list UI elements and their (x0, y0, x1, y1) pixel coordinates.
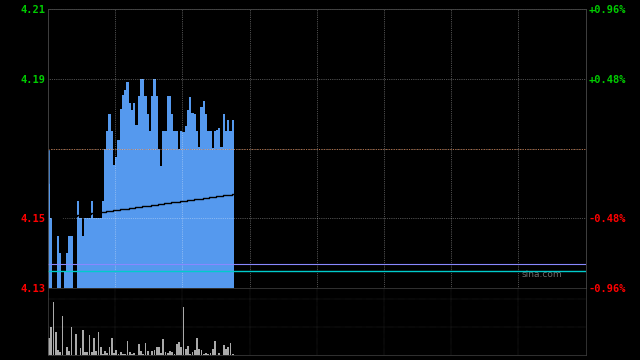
Bar (173, 354, 175, 355)
Bar (91, 352, 93, 355)
Bar (97, 332, 99, 355)
Bar (102, 354, 104, 355)
Bar (95, 351, 97, 355)
Bar (68, 351, 70, 355)
Bar (209, 353, 211, 355)
Bar (93, 338, 95, 355)
Bar (156, 347, 157, 355)
Bar (198, 349, 200, 355)
Bar (189, 354, 191, 355)
Bar (111, 338, 113, 355)
Bar (176, 344, 178, 355)
Bar (200, 350, 202, 355)
Bar (182, 307, 184, 355)
Bar (86, 352, 88, 355)
Bar (203, 354, 205, 355)
Bar (82, 330, 84, 355)
Bar (133, 354, 135, 355)
Bar (207, 354, 209, 355)
Bar (185, 349, 187, 355)
Bar (142, 354, 144, 355)
Bar (106, 353, 108, 355)
Bar (113, 354, 115, 355)
Bar (52, 302, 54, 355)
Bar (158, 347, 160, 355)
Bar (55, 332, 57, 355)
Bar (104, 351, 106, 355)
Bar (169, 351, 171, 355)
Bar (138, 345, 140, 355)
Bar (118, 354, 120, 355)
Bar (167, 353, 169, 355)
Bar (151, 351, 153, 355)
Bar (227, 347, 229, 355)
Bar (120, 352, 122, 355)
Bar (66, 347, 68, 355)
Bar (205, 353, 207, 355)
Bar (214, 341, 216, 355)
Bar (129, 352, 131, 355)
Bar (79, 348, 81, 355)
Bar (57, 350, 59, 355)
Bar (109, 347, 111, 355)
Bar (163, 339, 164, 355)
Bar (232, 354, 234, 355)
Bar (140, 351, 142, 355)
Bar (187, 346, 189, 355)
Bar (225, 349, 227, 355)
Bar (147, 351, 148, 355)
Bar (61, 316, 63, 355)
Bar (124, 354, 126, 355)
Bar (84, 352, 86, 355)
Bar (100, 347, 102, 355)
Bar (212, 349, 214, 355)
Bar (223, 345, 225, 355)
Bar (196, 338, 198, 355)
Bar (88, 335, 90, 355)
Bar (127, 341, 129, 355)
Bar (70, 327, 72, 355)
Bar (230, 343, 232, 355)
Bar (218, 353, 220, 355)
Bar (178, 342, 180, 355)
Bar (145, 343, 147, 355)
Bar (122, 354, 124, 355)
Bar (172, 352, 173, 355)
Bar (180, 347, 182, 355)
Bar (154, 350, 156, 355)
Bar (160, 353, 162, 355)
Bar (51, 327, 52, 355)
Bar (115, 350, 117, 355)
Bar (75, 334, 77, 355)
Bar (48, 338, 50, 355)
Text: sina.com: sina.com (521, 270, 562, 279)
Bar (60, 352, 61, 355)
Bar (191, 352, 193, 355)
Bar (194, 350, 196, 355)
Bar (164, 352, 166, 355)
